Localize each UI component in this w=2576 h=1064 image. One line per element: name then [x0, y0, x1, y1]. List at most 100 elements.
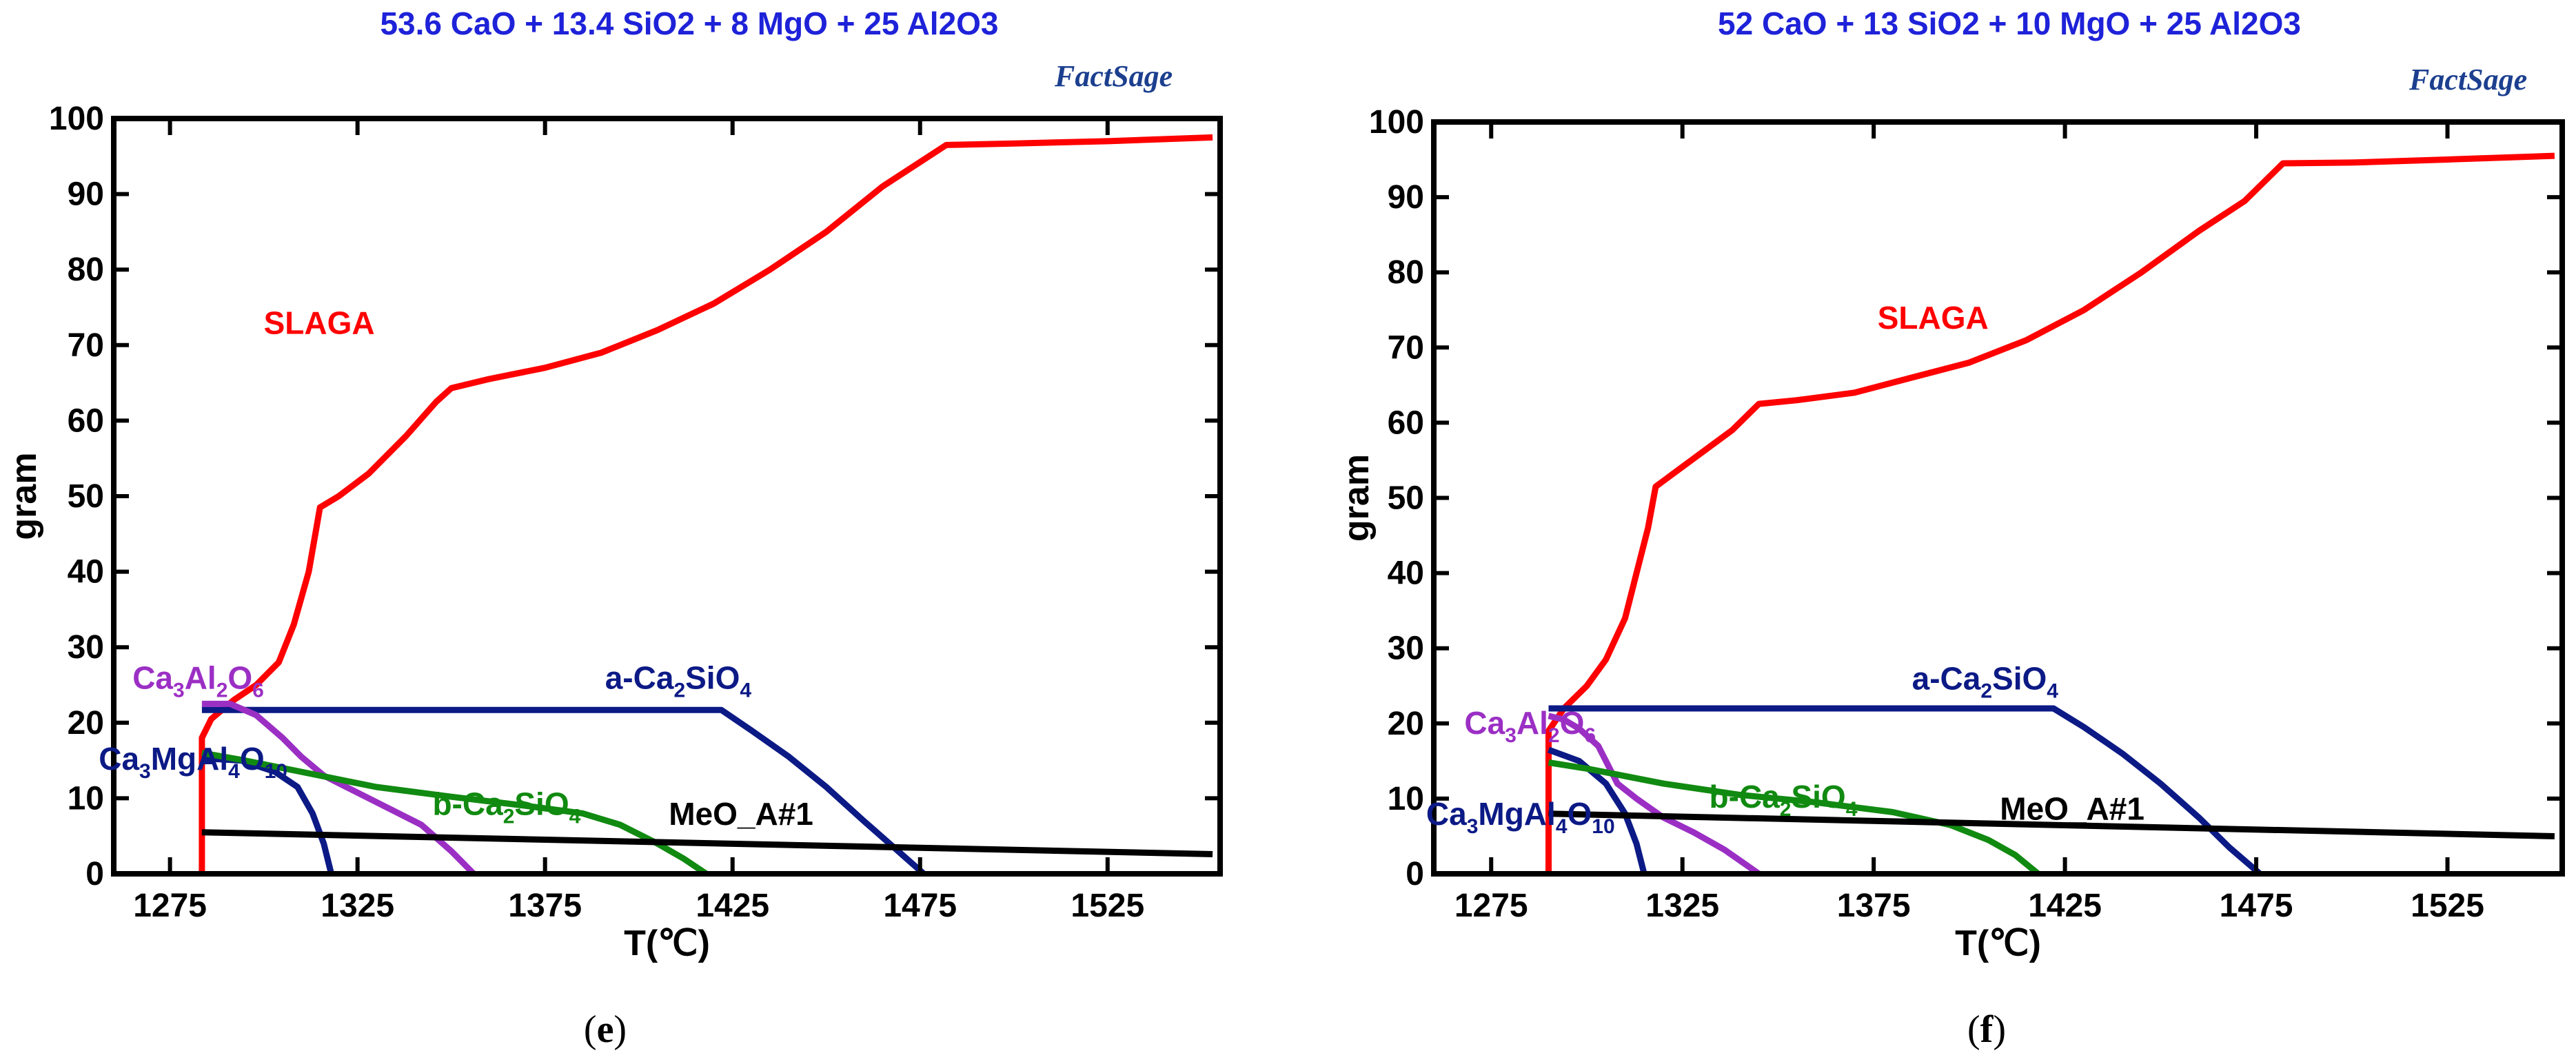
chart-e-series-label-2: Ca3Al2O6 [132, 659, 264, 702]
series-label-subscript: 4 [569, 806, 581, 828]
chart-f-x-tick-label-1: 1325 [1645, 888, 1719, 924]
series-label-subscript: 3 [1467, 815, 1479, 838]
chart-f-x-tick-label-4: 1475 [2220, 888, 2293, 924]
series-label-subscript: 3 [1505, 724, 1517, 747]
chart-e-y-tick-label-2: 20 [68, 705, 104, 741]
chart-f-series-label-2: Ca3Al2O6 [1464, 705, 1596, 747]
chart-f-y-tick-label-4: 40 [1388, 555, 1424, 592]
chart-f-series-label-5: MeO_A#1 [2000, 790, 2144, 826]
series-label-text: Ca [1426, 796, 1467, 832]
series-label-subscript: 2 [673, 679, 685, 702]
chart-e-y-tick-label-9: 90 [68, 176, 104, 213]
chart-f-x-tick-label-5: 1525 [2411, 888, 2484, 924]
chart-e-y-tick-label-0: 0 [85, 856, 104, 892]
series-label-text: a-Ca [605, 659, 674, 695]
series-label-subscript: 10 [265, 760, 287, 783]
chart-f-y-tick-label-3: 30 [1388, 631, 1424, 667]
series-label-text: O [1560, 705, 1585, 741]
chart-e-series-label-1: a-Ca2SiO4 [605, 659, 752, 702]
panel-caption-paren: ) [1993, 1008, 2006, 1051]
series-label-subscript: 4 [228, 760, 240, 783]
chart-e-series-label-5: MeO_A#1 [669, 796, 813, 832]
chart-e-y-tick-label-6: 60 [68, 402, 104, 439]
chart-e-y-tick-label-10: 100 [49, 101, 104, 137]
chart-e-x-tick-label-1: 1325 [321, 888, 394, 924]
chart-e-y-tick-label-8: 80 [68, 252, 104, 288]
chart-f-series-label-4: b-Ca2SiO4 [1710, 779, 1858, 821]
chart-e-series-line-1 [201, 706, 926, 877]
chart-f-series-line-1 [1548, 705, 2262, 877]
series-label-text: O [240, 741, 265, 777]
series-label-text: Ca [99, 741, 139, 777]
series-label-text: MeO_A#1 [2000, 790, 2144, 826]
chart-f-series-line-2 [1548, 713, 1761, 877]
chart-f-y-tick-label-6: 60 [1388, 405, 1424, 441]
series-label-subscript: 2 [216, 679, 228, 702]
series-label-subscript: 4 [740, 679, 751, 702]
chart-e: 53.6 CaO + 13.4 SiO2 + 8 MgO + 25 Al2O3 F… [4, 6, 1223, 1051]
chart-f-series-line-0 [1545, 152, 2555, 874]
chart-e-x-tick-label-3: 1425 [696, 888, 769, 924]
series-label-subscript: 10 [1592, 815, 1614, 838]
panel-caption-paren: ( [584, 1008, 597, 1051]
series-label-subscript: 2 [1548, 724, 1560, 747]
series-label-text: SiO [514, 786, 569, 822]
chart-e-x-axis-label: T(℃) [624, 923, 710, 963]
chart-f-y-tick-label-1: 10 [1388, 781, 1424, 817]
chart-f-y-tick-label-0: 0 [1406, 856, 1424, 892]
series-label-text: Ca [132, 659, 173, 695]
series-label-text: Al [1517, 705, 1548, 741]
panel-caption-letter: f [1980, 1008, 1994, 1051]
chart-e-series-line-5 [201, 829, 1213, 857]
chart-e-y-tick-label-5: 50 [68, 478, 104, 515]
chart-e-y-tick-label-3: 30 [68, 629, 104, 666]
chart-e-y-axis-label: gram [4, 452, 44, 540]
chart-f-y-axis-label: gram [1337, 454, 1377, 542]
panel-caption-letter: e [597, 1008, 614, 1051]
series-label-text: MgAl [151, 741, 228, 777]
series-label-subscript: 6 [1584, 724, 1596, 747]
series-label-subscript: 2 [503, 806, 515, 828]
chart-f-x-tick-label-2: 1375 [1837, 888, 1911, 924]
chart-e-x-tick-label-0: 1275 [133, 888, 207, 924]
series-label-text: SiO [685, 659, 740, 695]
series-label-text: O [227, 659, 252, 695]
chart-e-y-tick-label-7: 70 [68, 327, 104, 364]
series-label-subscript: 2 [1980, 680, 1992, 703]
chart-e-x-tick-label-2: 1375 [508, 888, 582, 924]
chart-f: 52 CaO + 13 SiO2 + 10 MgO + 25 Al2O3 Fact… [1337, 6, 2565, 1051]
chart-e-series-line-4 [201, 750, 709, 877]
chart-f-series-label-0: SLAGA [1878, 300, 1989, 336]
chart-e-x-tick-label-5: 1525 [1071, 888, 1144, 924]
chart-f-y-tick-label-10: 100 [1369, 104, 1424, 141]
series-label-text: MeO_A#1 [669, 796, 813, 832]
series-label-text: Al [185, 659, 216, 695]
chart-e-panel-caption: (e) [584, 1008, 627, 1051]
series-label-text: SLAGA [1878, 300, 1989, 336]
series-label-subscript: 4 [1556, 815, 1568, 838]
series-label-subscript: 4 [1846, 798, 1858, 821]
series-label-text: O [1568, 796, 1592, 832]
series-label-subscript: 4 [2047, 680, 2058, 703]
chart-f-x-axis-label: T(℃) [1955, 923, 2041, 963]
series-label-text: Ca [1464, 705, 1505, 741]
series-label-subscript: 3 [173, 679, 185, 702]
series-label-subscript: 3 [139, 760, 151, 783]
panel-caption-paren: ( [1967, 1008, 1980, 1051]
series-label-subscript: 6 [252, 679, 264, 702]
series-label-text: SiO [1791, 779, 1845, 815]
series-label-text: SiO [1992, 661, 2047, 697]
chart-f-series-line-4 [1548, 759, 2040, 877]
series-label-text: SLAGA [264, 305, 375, 340]
chart-f-y-tick-label-7: 70 [1388, 329, 1424, 366]
chart-e-x-tick-label-4: 1475 [883, 888, 957, 924]
chart-e-title: 53.6 CaO + 13.4 SiO2 + 8 MgO + 25 Al2O3 [380, 6, 998, 41]
series-label-subscript: 2 [1780, 798, 1792, 821]
chart-f-series-line-3 [1547, 746, 1647, 875]
chart-e-y-tick-label-4: 40 [68, 554, 104, 591]
chart-f-y-tick-label-2: 20 [1388, 706, 1424, 742]
chart-f-y-tick-label-9: 90 [1388, 179, 1424, 216]
chart-f-factsage-logo: FactSage [2408, 63, 2527, 96]
chart-f-series-line-5 [1548, 810, 2555, 839]
